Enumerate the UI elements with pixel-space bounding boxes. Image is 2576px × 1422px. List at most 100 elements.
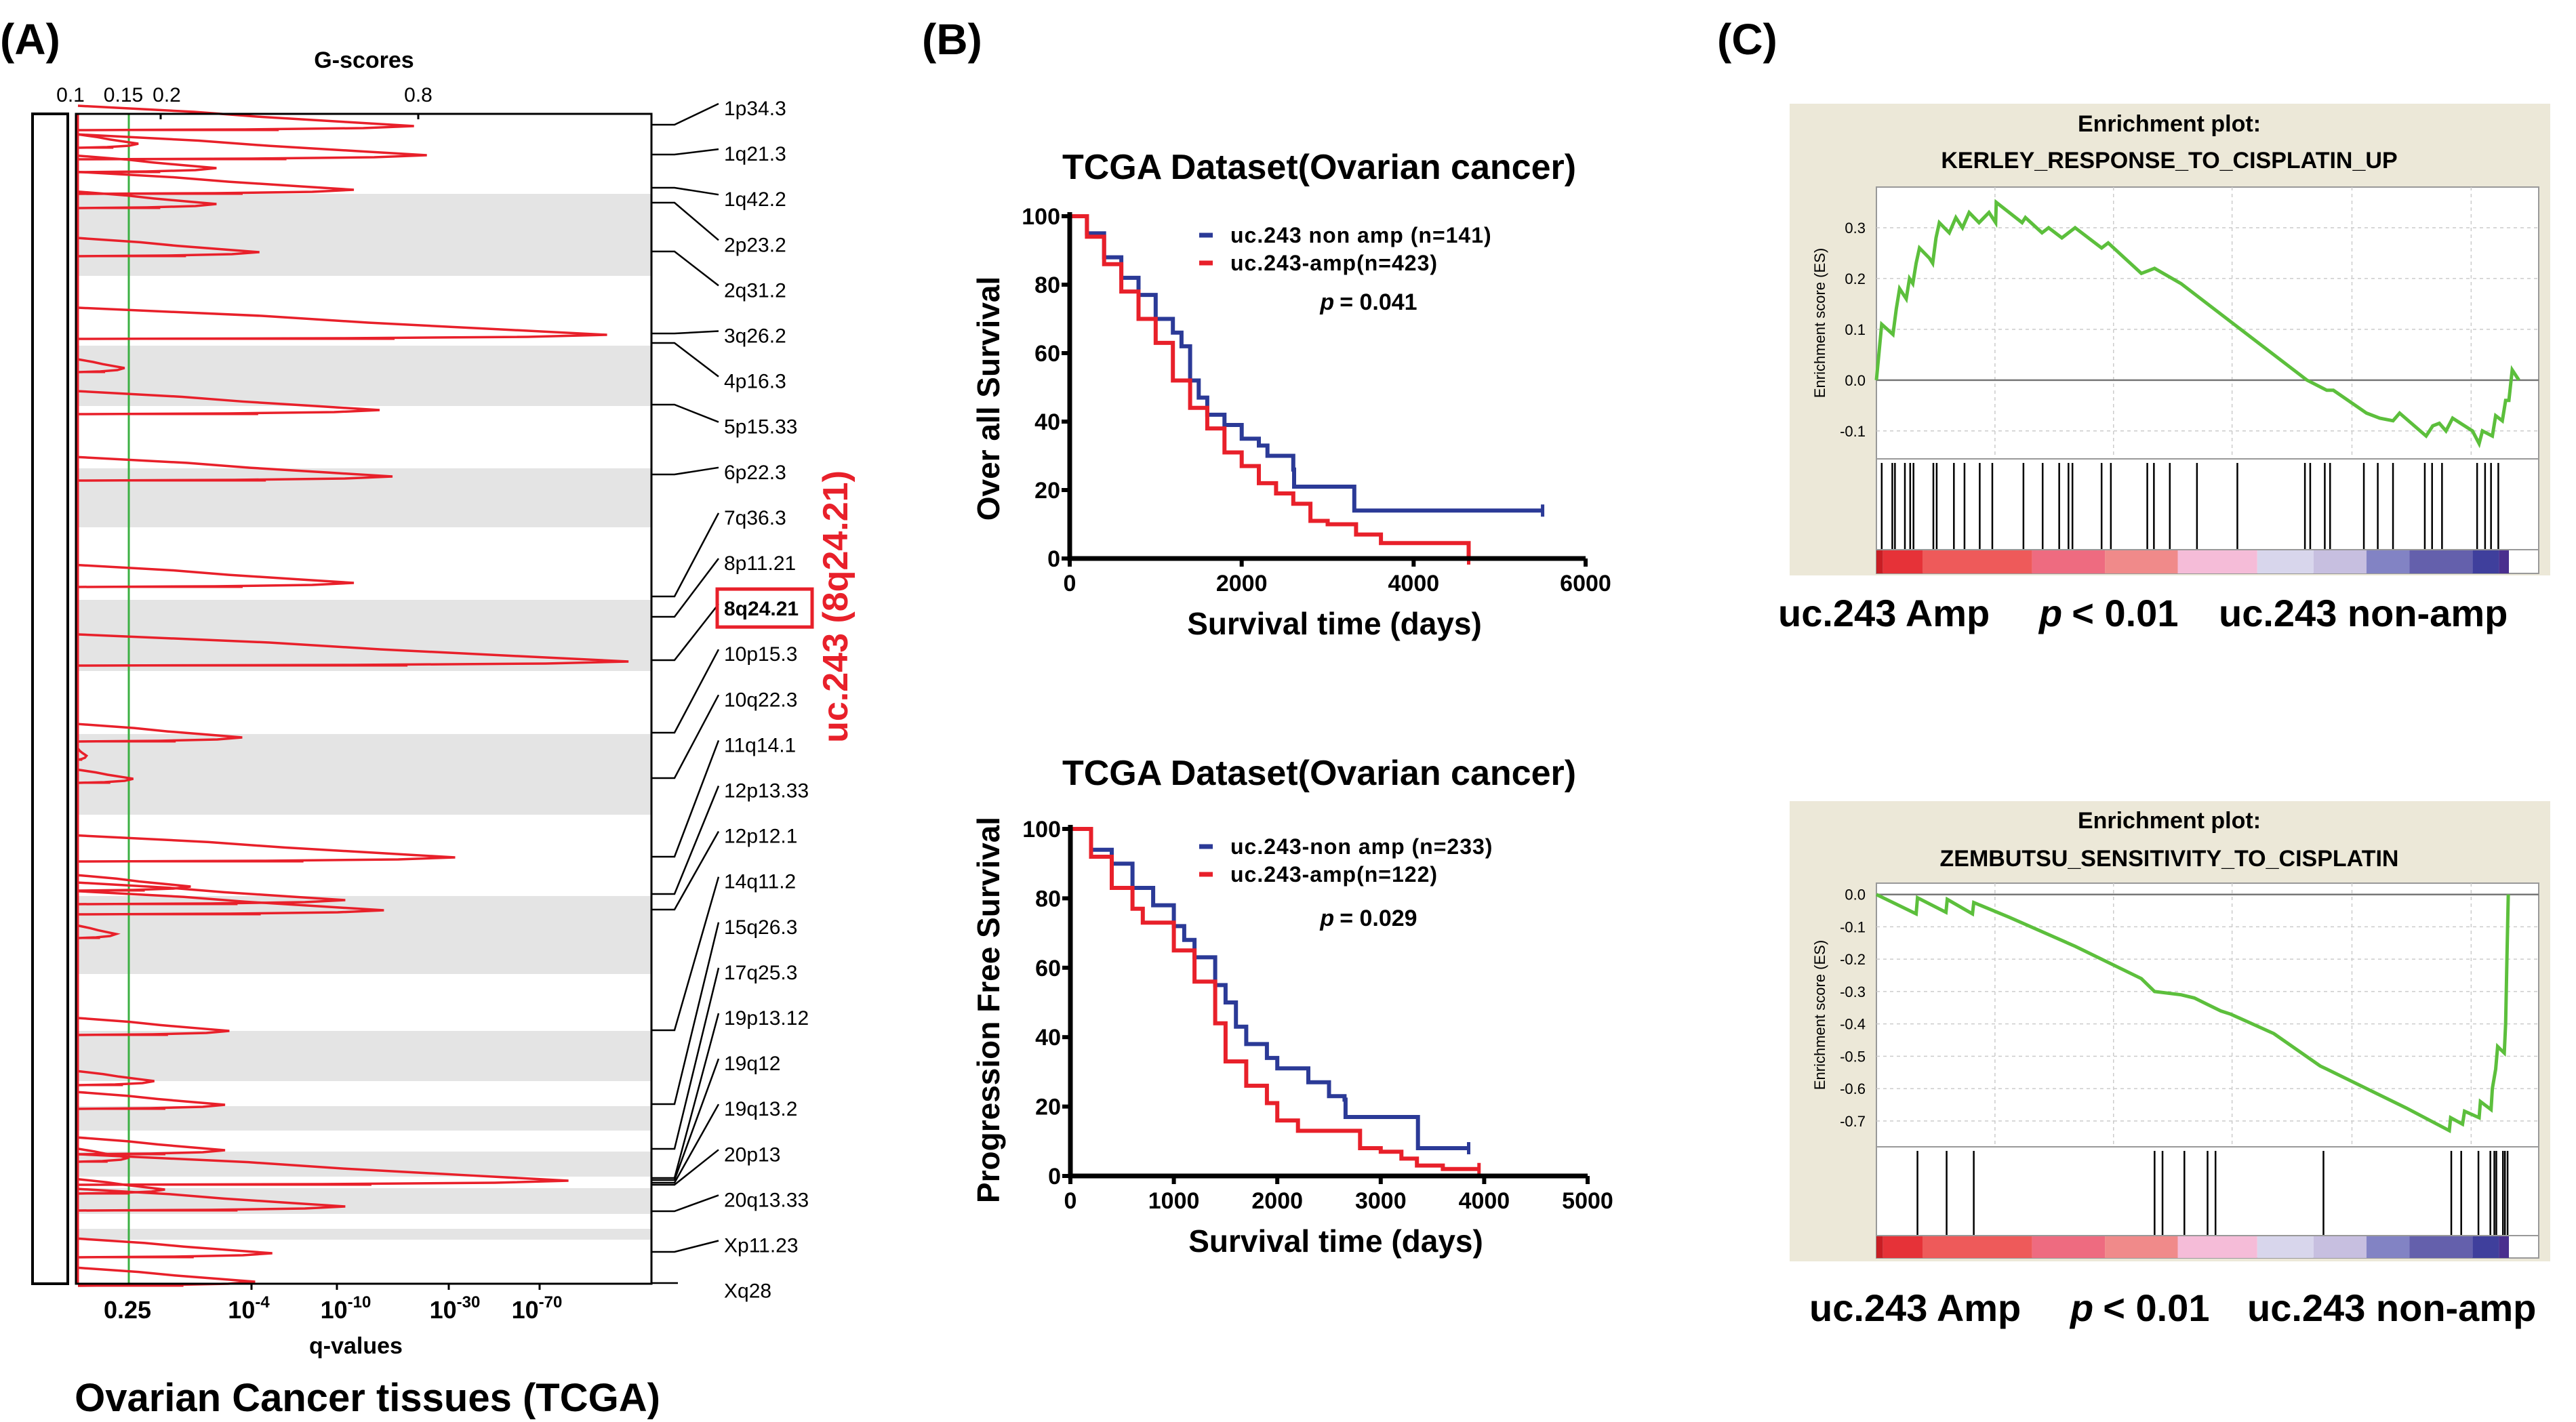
ranked-list-color-bar bbox=[2177, 1236, 2257, 1258]
y-axis-label: Enrichment score (ES) bbox=[1811, 248, 1828, 398]
y-tick-label: 0.0 bbox=[1845, 887, 1866, 903]
chromosome-shading bbox=[78, 1229, 651, 1240]
band-leader-line bbox=[651, 1149, 719, 1186]
y-tick-label: 0 bbox=[1048, 1164, 1061, 1190]
band-leader-line bbox=[651, 1103, 720, 1184]
y-tick-label: 0 bbox=[1047, 546, 1060, 572]
p-symbol: p bbox=[1319, 289, 1334, 315]
y-tick-label: -0.3 bbox=[1840, 983, 1866, 1000]
p-value: = 0.029 bbox=[1340, 906, 1417, 931]
ranked-list-color-bar bbox=[2177, 550, 2257, 573]
panel-label-a: (A) bbox=[0, 15, 60, 64]
ranked-list-color-bar bbox=[2499, 1236, 2510, 1258]
x-tick-label: 2000 bbox=[1216, 571, 1268, 596]
band-leader-line bbox=[651, 967, 720, 1150]
band-leader-line bbox=[651, 922, 720, 1105]
gsea-gene-set-name: ZEMBUTSU_SENSITIVITY_TO_CISPLATIN bbox=[1940, 846, 2399, 872]
group-label-non-amp: uc.243 non-amp bbox=[2247, 1286, 2536, 1329]
highlight-annotation: uc.243 (8q24.21) bbox=[816, 470, 856, 743]
y-axis-label: Over all Survival bbox=[971, 277, 1006, 521]
p-symbol: p bbox=[2069, 1286, 2093, 1329]
p-value: < 0.01 bbox=[2103, 1286, 2209, 1329]
bottom-tick-label: 10-30 bbox=[430, 1293, 481, 1324]
legend-label: uc.243-amp(n=122) bbox=[1230, 862, 1438, 887]
survival-curve-amp bbox=[1070, 214, 1471, 558]
y-tick-label: 0.1 bbox=[1845, 321, 1866, 338]
group-label-amp: uc.243 Amp bbox=[1809, 1286, 2021, 1329]
enrichment-score-curve bbox=[1874, 199, 2520, 449]
bottom-tick-label: 0.25 bbox=[104, 1296, 151, 1324]
tick-exponent: -4 bbox=[255, 1293, 270, 1312]
band-leader-line bbox=[651, 1058, 720, 1181]
band-label: 2q31.2 bbox=[724, 279, 786, 302]
y-tick-label: 100 bbox=[1022, 204, 1060, 230]
bottom-tick-label: 10-70 bbox=[512, 1293, 563, 1324]
band-leader-line bbox=[651, 830, 720, 911]
ranked-list-color-bar bbox=[2032, 550, 2106, 573]
panel-label-c: (C) bbox=[1717, 15, 1777, 64]
band-leader-line bbox=[651, 342, 719, 378]
tick-exponent: -10 bbox=[348, 1293, 371, 1312]
survival-curve-non-amp bbox=[1070, 827, 1469, 1150]
band-label: 2p23.2 bbox=[724, 234, 786, 256]
ranked-list-color-bar bbox=[2257, 1236, 2314, 1258]
band-leader-line bbox=[651, 250, 719, 287]
highlight-box bbox=[715, 587, 814, 629]
tick-base: 10 bbox=[512, 1296, 539, 1324]
p-value: = 0.041 bbox=[1340, 289, 1417, 315]
top-tick-label: 0.8 bbox=[404, 84, 432, 106]
gsea-title: Enrichment plot: bbox=[2078, 111, 2261, 137]
x-tick-label: 2000 bbox=[1251, 1188, 1303, 1214]
ranked-list-color-bar bbox=[2366, 550, 2410, 573]
band-leader-line bbox=[651, 558, 719, 618]
top-tick-label: 0.15 bbox=[104, 84, 143, 106]
plot-frame bbox=[75, 113, 653, 1285]
y-tick-label: -0.1 bbox=[1840, 423, 1866, 440]
band-label: 12p12.1 bbox=[724, 826, 797, 848]
band-label: 7q36.3 bbox=[724, 507, 786, 529]
y-tick-label: -0.5 bbox=[1840, 1048, 1866, 1065]
band-leader-line bbox=[651, 876, 720, 1032]
ranked-list-color-bar bbox=[2105, 550, 2178, 573]
band-leader-line bbox=[651, 694, 720, 779]
x-tick-label: 4000 bbox=[1388, 571, 1440, 596]
band-leader-line bbox=[651, 649, 720, 734]
ranked-list-color-bar bbox=[2105, 1236, 2178, 1258]
band-label: 19p13.12 bbox=[724, 1007, 809, 1030]
y-axis-label: Progression Free Survival bbox=[971, 817, 1006, 1203]
top-tick-label: 0.1 bbox=[56, 84, 85, 106]
band-label: 5p15.33 bbox=[724, 416, 797, 439]
tick-exponent: -30 bbox=[457, 1293, 481, 1312]
y-tick-label: -0.2 bbox=[1840, 951, 1866, 968]
band-leader-line bbox=[651, 786, 720, 895]
enrichment-score-curve bbox=[1875, 893, 2510, 1134]
band-label: 1p34.3 bbox=[724, 98, 786, 120]
y-tick-label: 20 bbox=[1034, 478, 1060, 504]
band-label: 20p13 bbox=[724, 1143, 780, 1166]
y-tick-label: 0.3 bbox=[1845, 220, 1866, 237]
band-leader-line bbox=[651, 466, 719, 476]
chromosome-shading bbox=[78, 600, 651, 671]
band-leader-line bbox=[651, 403, 719, 423]
band-leader-line bbox=[651, 739, 720, 858]
ranked-list-color-bar bbox=[2032, 1236, 2106, 1258]
bottom-tick-label: 10-10 bbox=[321, 1293, 371, 1324]
panel-b-overall-survival: TCGA Dataset(Ovarian cancer) Over all Sur… bbox=[971, 148, 1611, 641]
plot-area bbox=[76, 114, 651, 1284]
panel-c-gsea-kerley: Enrichment plot: KERLEY_RESPONSE_TO_CISPL… bbox=[1778, 104, 2550, 634]
ranked-list-color-bar bbox=[2366, 1236, 2410, 1258]
panel-c-gsea-zembutsu: Enrichment plot: ZEMBUTSU_SENSITIVITY_TO_… bbox=[1790, 801, 2550, 1329]
chart-title: TCGA Dataset(Ovarian cancer) bbox=[1062, 148, 1576, 187]
legend-label: uc.243-non amp (n=233) bbox=[1230, 834, 1493, 859]
band-label: Xp11.23 bbox=[724, 1235, 799, 1257]
y-tick-label: 100 bbox=[1022, 817, 1061, 842]
chromosome-shading bbox=[78, 734, 651, 815]
band-leader-line bbox=[651, 1194, 719, 1213]
y-tick-label: -0.4 bbox=[1840, 1016, 1866, 1033]
highlighted-band-label: 8q24.21 bbox=[724, 598, 799, 620]
bottom-tick-label: 10-4 bbox=[228, 1293, 270, 1324]
x-axis-label: Survival time (days) bbox=[1187, 606, 1482, 641]
band-label: 8p11.21 bbox=[724, 552, 796, 575]
x-tick-label: 5000 bbox=[1562, 1188, 1613, 1214]
